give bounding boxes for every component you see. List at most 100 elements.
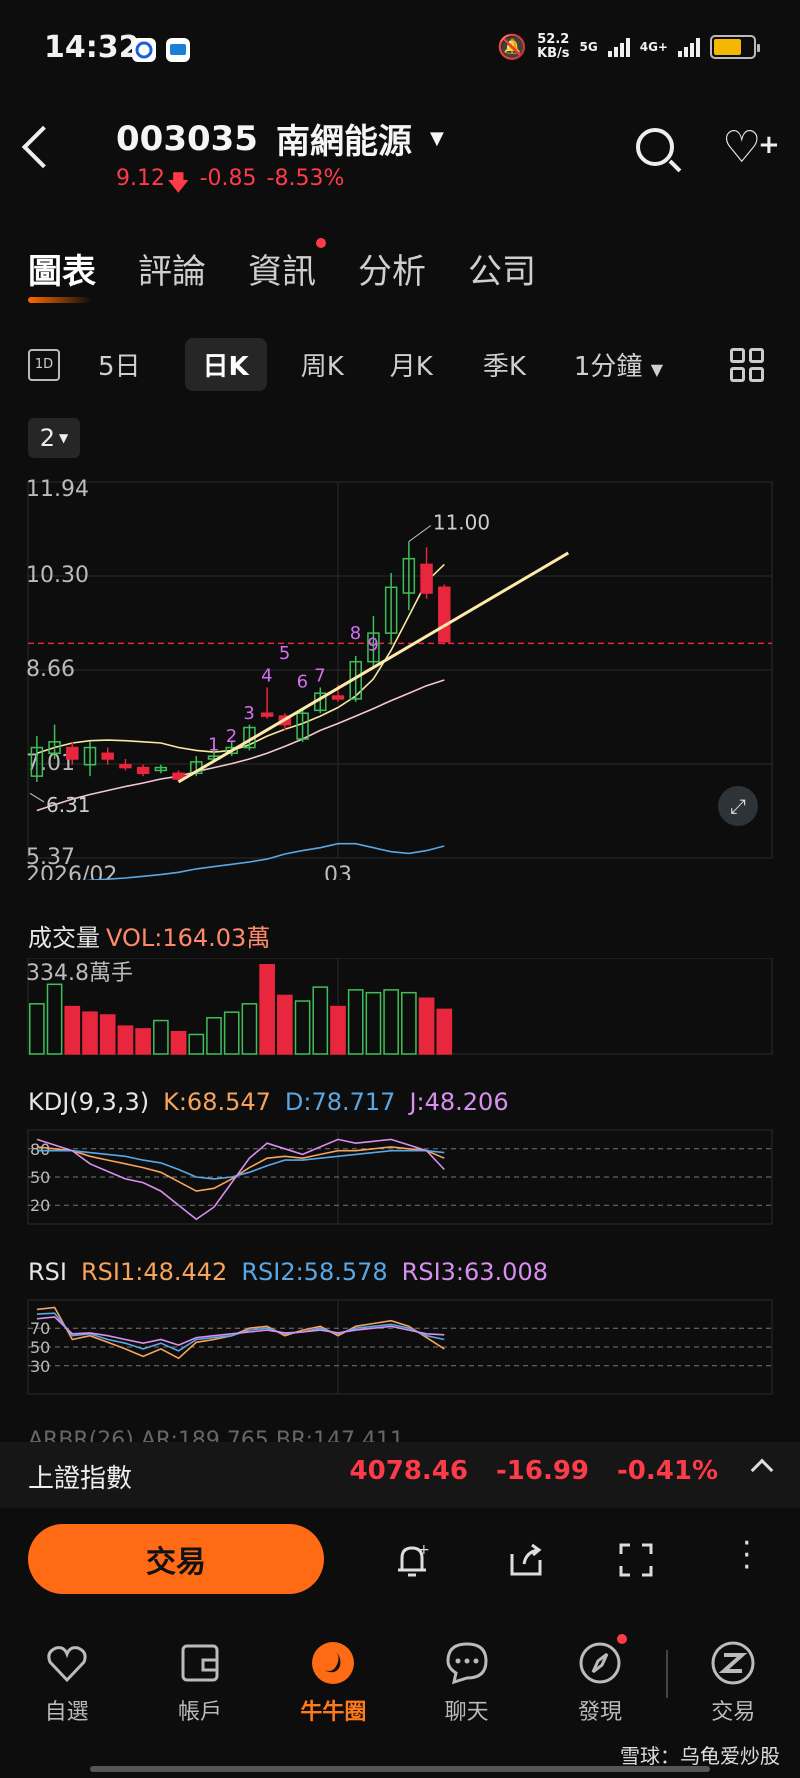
volume-bar [206, 1017, 222, 1055]
sequence-label: 6 [297, 671, 308, 692]
volume-bar [330, 1005, 346, 1055]
layout-grid-icon[interactable] [730, 348, 764, 382]
volume-chart[interactable]: 334.8萬手 [0, 958, 800, 1058]
high-label: 11.00 [433, 511, 490, 535]
candle-body [30, 746, 44, 777]
candle-body [119, 763, 132, 769]
nav-account[interactable]: 帳戶 [133, 1620, 266, 1750]
index-bar[interactable] [0, 1442, 800, 1508]
volume-value: VOL:164.03萬 [106, 924, 271, 952]
period-selector: 1D 5日 日K 周K 月K 季K 1分鐘 ▼ [28, 338, 663, 391]
ma-short-line [36, 563, 445, 755]
volume-bar [241, 1003, 258, 1055]
period-minute[interactable]: 1分鐘 ▼ [573, 352, 664, 382]
candle-body [384, 586, 398, 634]
heart-icon[interactable]: ♡ [722, 122, 762, 173]
signal-icon [607, 37, 630, 57]
search-icon[interactable] [636, 128, 674, 166]
volume-bar [135, 1028, 151, 1055]
add-watchlist-icon[interactable]: + [758, 130, 780, 160]
nav-chat[interactable]: 聊天 [400, 1620, 533, 1750]
level-label: 70 [30, 1319, 50, 1338]
chart-frame [27, 958, 773, 1055]
nav-label: 自選 [44, 1700, 89, 1725]
sim1-label: 5G [579, 40, 598, 54]
caret-down-icon: ▼ [59, 431, 69, 445]
price-change-pct: -8.53% [266, 166, 345, 191]
nav-label: 牛牛圈 [300, 1700, 367, 1725]
nav-label: 帳戶 [177, 1700, 222, 1725]
period-daily[interactable]: 日K [184, 338, 267, 391]
period-5d[interactable]: 5日 [98, 352, 141, 382]
tab-company[interactable]: 公司 [468, 252, 536, 292]
price-change: -0.85 [199, 166, 257, 191]
tab-chart[interactable]: 圖表 [28, 244, 96, 303]
volume-max-label: 334.8萬手 [26, 961, 133, 986]
volume-bar [418, 997, 435, 1055]
nav-discover[interactable]: 發現 [533, 1620, 666, 1750]
index-value: 4078.46 [349, 1456, 468, 1486]
volume-bar [64, 1005, 81, 1055]
chart-count-selector[interactable]: 2 ▼ [28, 418, 80, 458]
fullscreen-icon[interactable] [616, 1540, 656, 1580]
x-tick-label: 2026/02 [26, 863, 117, 880]
period-weekly[interactable]: 周K [300, 352, 344, 382]
more-icon[interactable]: · · · [742, 1526, 752, 1585]
volume-bar [82, 1011, 98, 1055]
sequence-label: 9 [367, 634, 378, 655]
stock-title[interactable]: 003035 南網能源 ▼ [116, 114, 444, 163]
volume-bar [347, 989, 364, 1055]
d-line [36, 1149, 445, 1180]
index-name: 上證指數 [28, 1464, 133, 1494]
sequence-label: 7 [314, 666, 325, 687]
index-change: -16.99 [495, 1456, 589, 1486]
period-quarterly[interactable]: 季K [482, 352, 526, 382]
expand-icon[interactable]: ⤢ [718, 786, 758, 826]
nav-community[interactable]: 牛牛圈 [267, 1620, 400, 1750]
nav-label: 聊天 [444, 1700, 489, 1725]
period-monthly[interactable]: 月K [389, 352, 433, 382]
sequence-label: 5 [279, 643, 290, 664]
main-tabs: 圖表 評論 資訊 分析 公司 [28, 238, 536, 303]
home-indicator[interactable] [90, 1766, 710, 1772]
sim2-label: 4G+ [639, 40, 668, 54]
low-label: 6.31 [46, 793, 91, 817]
bottom-nav: 自選 帳戶 牛牛圈 聊天 發現 交易 [0, 1620, 800, 1750]
nav-trade[interactable]: 交易 [667, 1620, 800, 1750]
kdj-header: KDJ(9,3,3) K:68.547 D:78.717 J:48.206 [28, 1088, 509, 1116]
tab-comments[interactable]: 評論 [138, 252, 206, 292]
stock-quote: 9.12 🡇 -0.85 -8.53% [116, 166, 344, 204]
rsi1-line [36, 1306, 445, 1360]
nav-watchlist[interactable]: 自選 [0, 1620, 133, 1750]
share-icon[interactable] [506, 1540, 546, 1580]
message-notification-icon [166, 38, 190, 62]
level-label: 20 [30, 1196, 50, 1215]
battery-icon [710, 35, 760, 59]
level-label: 50 [30, 1168, 50, 1187]
rsi-header: RSI RSI1:48.442 RSI2:58.578 RSI3:63.008 [28, 1258, 548, 1286]
level-label: 30 [30, 1357, 50, 1376]
y-tick-label: 10.30 [26, 563, 89, 588]
next-indicator: ARBR(26) AR:189.765 BR:147.411 [28, 1428, 404, 1446]
caret-down-icon: ▼ [650, 360, 664, 379]
trend-line [177, 551, 570, 784]
arrow-down-icon: 🡇 [166, 171, 190, 196]
back-icon[interactable] [21, 125, 65, 169]
volume-bar [312, 986, 329, 1055]
kdj-chart[interactable]: 80 50 20 [0, 1128, 800, 1228]
compass-icon [577, 1640, 623, 1686]
sequence-label: 2 [226, 726, 237, 747]
tab-analysis[interactable]: 分析 [358, 252, 426, 292]
one-day-icon[interactable]: 1D [28, 348, 60, 381]
stock-name: 南網能源 [275, 122, 412, 162]
tab-news[interactable]: 資訊 [248, 238, 326, 293]
net-speed: 52.2 KB/s [537, 32, 570, 61]
volume-bar [294, 1000, 311, 1055]
trade-button[interactable]: 交易 [28, 1524, 324, 1594]
index-change-pct: -0.41% [617, 1456, 718, 1486]
volume-bar [46, 983, 63, 1055]
kdj-j-value: J:48.206 [409, 1088, 509, 1116]
price-alert-icon[interactable]: + [392, 1540, 432, 1580]
